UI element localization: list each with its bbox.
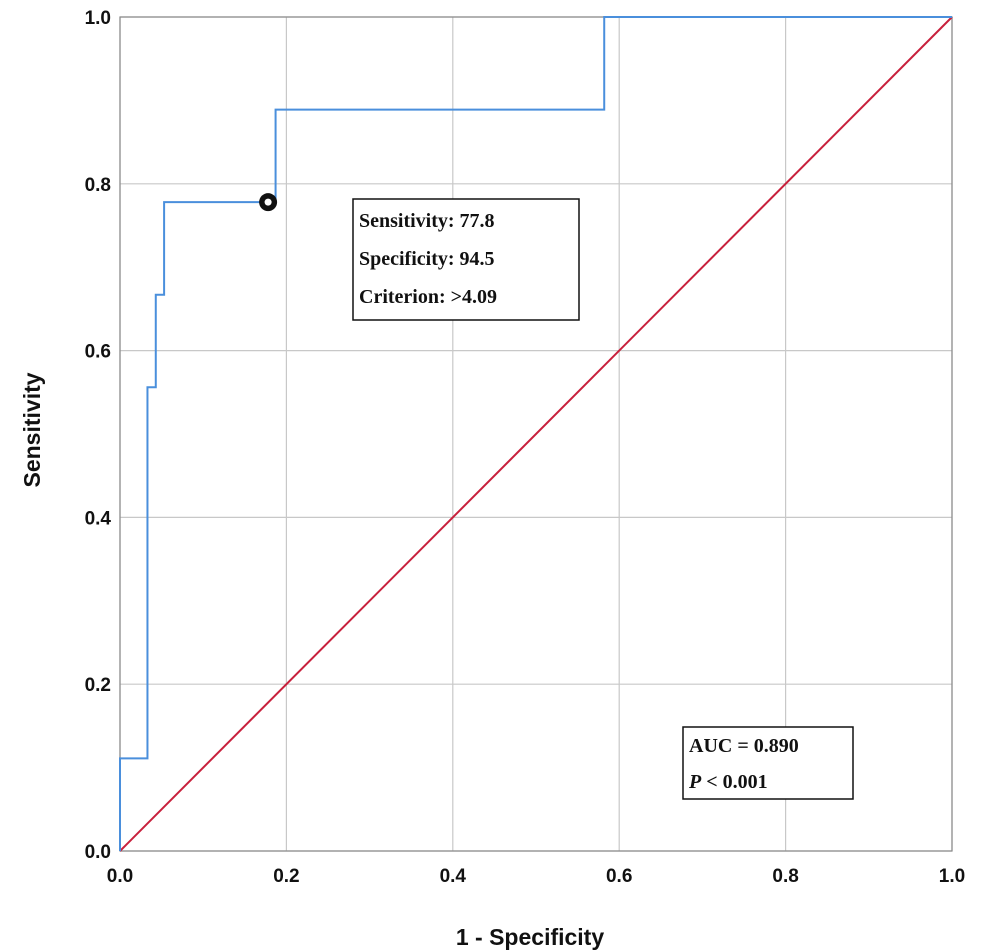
y-axis-label: Sensitivity [19,372,45,487]
annotation-p-value: P < 0.001 [688,771,768,793]
x-tick-label: 0.0 [107,866,133,887]
x-tick-label: 1.0 [939,866,965,887]
y-tick-label: 0.8 [85,175,111,196]
reference-diagonal-line [119,16,953,852]
x-tick-label: 0.4 [440,866,467,887]
roc-curve-line [119,16,952,851]
annotation-criterion: Criterion: >4.09 [359,286,497,308]
p-value-rest: < 0.001 [701,771,767,793]
x-tick-label: 0.8 [772,866,798,887]
tick-labels: 0.0 0.2 0.4 0.6 0.8 1.0 0.0 0.2 0.4 0.6 0.8 1.0 [85,8,966,887]
y-tick-label: 0.0 [85,842,111,863]
cutoff-annotation-box: Sensitivity: 77.8 Specificity: 94.5 Crit… [352,198,580,321]
series-group [119,16,953,852]
annotation-sensitivity: Sensitivity: 77.8 [359,210,495,232]
y-tick-label: 1.0 [85,8,111,29]
cutoff-point-center [264,198,272,206]
annotation-specificity: Specificity: 94.5 [359,248,495,270]
annotation-auc: AUC = 0.890 [689,735,799,757]
y-tick-label: 0.2 [85,675,111,696]
x-tick-label: 0.2 [273,866,299,887]
auc-annotation-box: AUC = 0.890 P < 0.001 [682,726,854,800]
x-tick-label: 0.6 [606,866,632,887]
p-symbol: P [688,771,702,793]
plot-frame [119,16,953,852]
y-tick-label: 0.4 [85,508,112,529]
x-axis-label: 1 - Specificity [456,924,604,950]
y-tick-label: 0.6 [85,342,111,363]
